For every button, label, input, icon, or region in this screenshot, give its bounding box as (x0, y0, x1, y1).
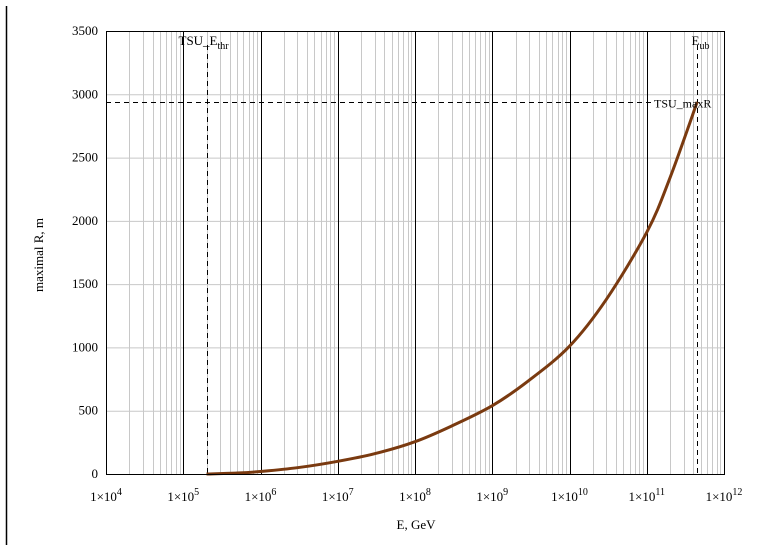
label-layer: 0 500 1000 1500 2000 2500 3000 3500 1×104 1×105 1×… (72, 23, 742, 504)
plot-border (106, 31, 725, 475)
upper-bound-energy-label: Eub (692, 33, 710, 52)
y-tick-label: 2000 (72, 213, 98, 228)
max-radius-curve (206, 101, 699, 476)
marker-layer (106, 45, 698, 474)
x-tick-label: 1×1012 (706, 487, 743, 504)
axis-layer (106, 31, 725, 475)
y-tick-label: 1000 (72, 339, 98, 354)
grid-layer (106, 31, 724, 474)
max-radius-label: TSU_maxR (654, 97, 711, 111)
x-tick-label: 1×1011 (629, 487, 665, 504)
y-tick-label: 500 (79, 403, 99, 418)
y-axis-label: maximal R, m (31, 218, 46, 292)
series-layer (206, 101, 699, 476)
y-tick-label: 2500 (72, 150, 98, 165)
x-tick-label: 1×1010 (551, 487, 588, 504)
x-axis-label: E, GeV (397, 517, 437, 532)
x-tick-label: 1×107 (322, 487, 354, 504)
y-tick-label: 0 (92, 466, 99, 481)
y-tick-label: 1500 (72, 276, 98, 291)
x-tick-label: 1×106 (245, 487, 277, 504)
y-tick-label: 3000 (72, 86, 98, 101)
x-tick-label: 1×108 (399, 487, 431, 504)
x-tick-label: 1×104 (90, 487, 122, 504)
x-tick-label: 1×109 (476, 487, 508, 504)
threshold-energy-label: TSU_Ethr (179, 33, 230, 52)
x-tick-label: 1×105 (167, 487, 199, 504)
y-tick-label: 3500 (72, 23, 98, 38)
